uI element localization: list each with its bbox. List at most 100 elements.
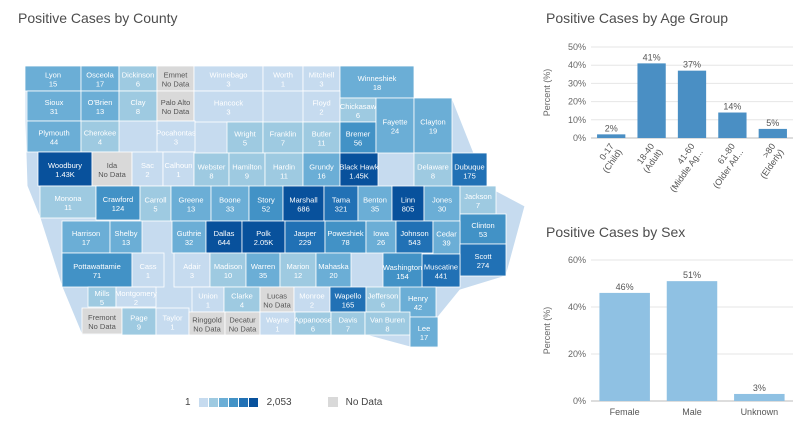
bar[interactable] bbox=[718, 112, 747, 138]
bar[interactable] bbox=[758, 128, 787, 138]
bar[interactable] bbox=[734, 393, 785, 401]
county-value-label: 10 bbox=[224, 271, 232, 280]
legend-swatch bbox=[208, 397, 218, 407]
bar[interactable] bbox=[597, 134, 626, 138]
county-name-label: Mitchell bbox=[309, 71, 335, 80]
bar[interactable] bbox=[599, 292, 650, 401]
bar[interactable] bbox=[666, 281, 718, 401]
bar[interactable] bbox=[677, 70, 707, 138]
county-shape bbox=[315, 252, 352, 288]
legend-no-data-label: No Data bbox=[345, 396, 383, 408]
sex-chart-title: Positive Cases by Sex bbox=[546, 224, 686, 240]
bar[interactable] bbox=[637, 63, 666, 138]
